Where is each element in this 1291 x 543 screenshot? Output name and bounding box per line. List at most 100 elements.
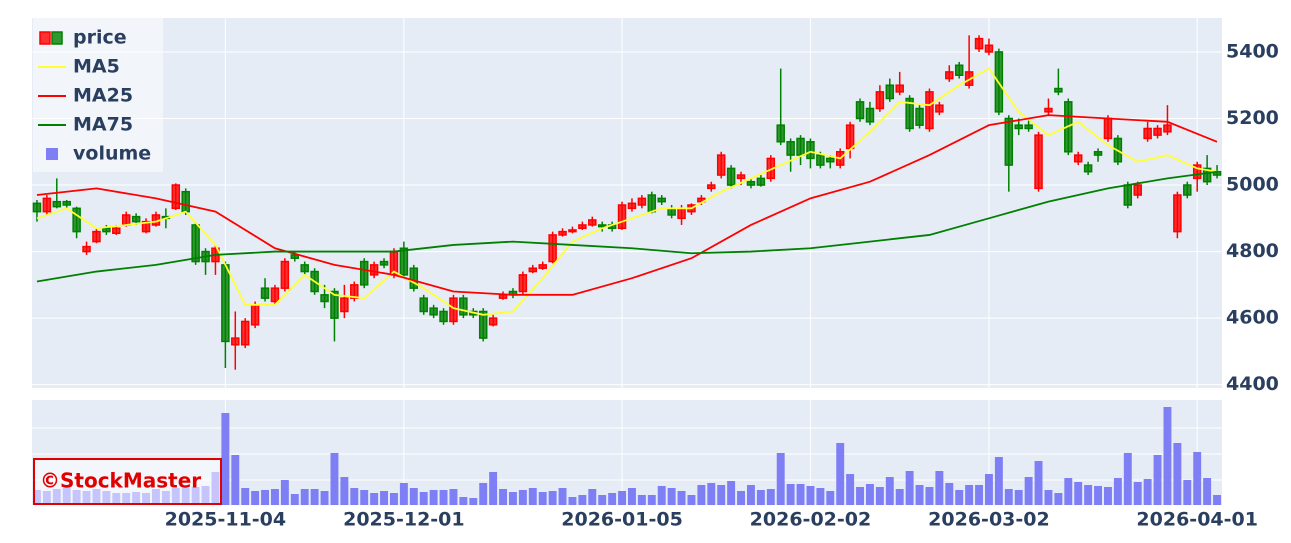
volume-bar [1153, 455, 1162, 505]
candle-body [429, 307, 438, 316]
candle-body [786, 141, 795, 156]
candle-body [657, 197, 666, 203]
ma-line [36, 170, 1218, 283]
candle-body [62, 200, 71, 206]
volume-bar [737, 491, 746, 505]
candle-body [42, 197, 52, 213]
candle-body [32, 202, 42, 213]
volume-bar [1014, 490, 1023, 505]
volume-bar [1034, 461, 1043, 505]
volume-bar [538, 492, 547, 505]
candle-body [905, 97, 914, 130]
volume-bar [796, 484, 805, 505]
watermark: ©StockMaster [40, 469, 201, 493]
volume-bar [1173, 443, 1182, 505]
watermark-box [33, 458, 222, 505]
volume-bar [627, 488, 636, 505]
candle-body [488, 317, 498, 326]
volume-bar [925, 487, 934, 505]
candle-body [280, 260, 290, 289]
candle-body [667, 207, 676, 216]
candle-body [895, 84, 904, 93]
volume-bar [469, 498, 478, 505]
volume-bar [251, 491, 260, 505]
candle-body [935, 104, 944, 113]
volume-bar [1074, 482, 1083, 505]
candle-body [1163, 124, 1172, 133]
volume-bar [489, 472, 498, 505]
volume-bar [241, 488, 250, 505]
volume-bar [270, 489, 279, 505]
candle-body [558, 230, 567, 236]
candle-body [419, 297, 428, 313]
volume-bar [1103, 487, 1112, 505]
volume-bar [479, 483, 488, 505]
candle-body [1073, 154, 1083, 163]
volume-bar [350, 488, 359, 505]
volume-bar [707, 483, 716, 505]
volume-bar [280, 480, 289, 505]
volume-bar [637, 495, 646, 505]
volume-bar [687, 495, 696, 505]
candle-body [350, 284, 359, 299]
candle-body [726, 167, 736, 186]
volume-bar [836, 443, 845, 505]
candle-body [528, 267, 538, 273]
candle-body [568, 229, 577, 233]
volume-bar [746, 485, 755, 505]
volume-bar [320, 491, 329, 505]
volume-bar [766, 489, 775, 505]
candle-body [865, 107, 875, 123]
x-tick-label: 2026-01-05 [561, 509, 683, 531]
volume-bar [717, 485, 726, 505]
candle-body [1024, 124, 1033, 130]
volume-bar [776, 453, 785, 505]
volume-bar [380, 491, 389, 505]
volume-bar [261, 490, 270, 505]
candle-body [945, 71, 954, 80]
volume-bar [409, 488, 418, 505]
volume-bar [657, 486, 666, 505]
candle-body [131, 215, 141, 223]
volume-bar [508, 492, 517, 505]
candle-body [409, 267, 419, 289]
candle-body [915, 107, 924, 126]
candle-body [816, 154, 825, 166]
candle-body [379, 260, 389, 266]
volume-bar [786, 484, 795, 505]
volume-bar [1133, 482, 1142, 505]
volume-bar [548, 491, 557, 505]
candle-body [240, 320, 250, 346]
volume-bar [499, 489, 508, 505]
volume-bar [697, 485, 706, 505]
marks [32, 35, 1222, 505]
volume-bar [330, 453, 339, 505]
volume-bar [389, 493, 398, 505]
candle-body [82, 245, 91, 253]
overlay: 4400 4600 4800 5000 5200 5400 2025-11-04 2025-1… [33, 18, 1279, 531]
candle-body [984, 44, 994, 53]
candle-body [776, 124, 785, 143]
candle-body [260, 287, 270, 299]
volume-bar [231, 455, 240, 505]
volume-bar [449, 489, 458, 505]
volume-bar [806, 486, 815, 505]
candle-body [588, 219, 597, 226]
candle-body [270, 287, 280, 303]
ma-line [36, 114, 1218, 296]
volume-bar [429, 490, 438, 505]
volume-bar [826, 491, 835, 505]
volume-bar [727, 481, 736, 505]
candle-body [52, 200, 62, 208]
volume-bar [290, 494, 299, 505]
candle-body [369, 264, 379, 276]
candle-body [498, 294, 508, 299]
candle-body [756, 177, 766, 186]
volume-bar [598, 495, 607, 505]
volume-bar [1024, 477, 1033, 505]
candle-body [121, 214, 131, 226]
y-tick-label: 4400 [1226, 373, 1279, 395]
candle-body [548, 234, 557, 263]
candle-body [439, 310, 448, 323]
candle-body [845, 124, 855, 150]
